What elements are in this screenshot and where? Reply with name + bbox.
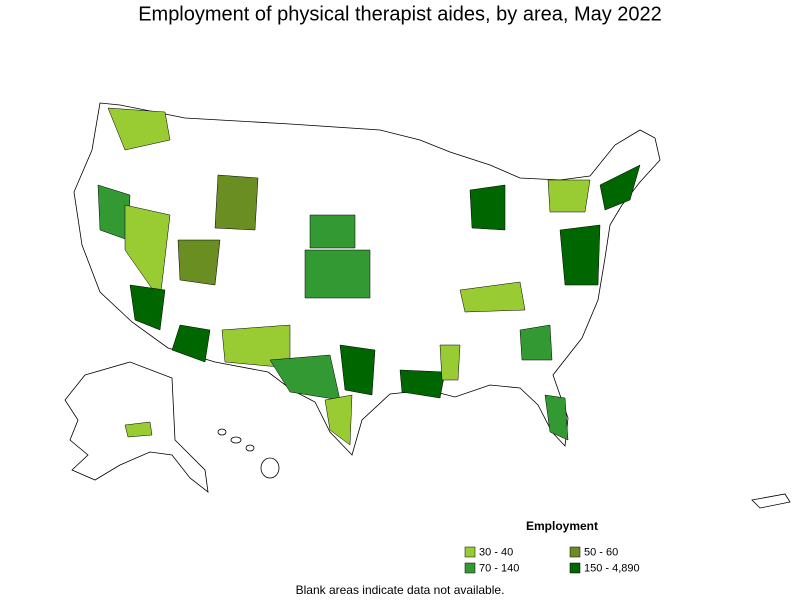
- area: [547, 179, 591, 213]
- area-patches: [97, 107, 641, 446]
- area: [309, 214, 356, 249]
- area: [469, 184, 506, 231]
- legend-label: 50 - 60: [584, 546, 618, 558]
- area: [339, 344, 376, 396]
- legend-swatch: [569, 546, 581, 558]
- base-map: [64, 102, 791, 509]
- area: [214, 174, 259, 231]
- area: [177, 239, 221, 286]
- legend-title: Employment: [526, 519, 598, 533]
- legend-label: 150 - 4,890: [584, 562, 640, 574]
- legend-swatch: [569, 562, 581, 574]
- puerto-rico: [751, 493, 791, 509]
- area: [439, 344, 461, 381]
- legend: 30 - 40 50 - 60 70 - 140 150 - 4,890: [464, 546, 640, 574]
- area: [324, 394, 353, 446]
- area: [107, 107, 171, 151]
- area: [459, 281, 526, 313]
- area: [599, 164, 641, 211]
- area: [304, 249, 371, 299]
- area: [171, 324, 211, 363]
- map-title: Employment of physical therapist aides, …: [138, 3, 662, 25]
- legend-swatch: [464, 562, 476, 574]
- legend-label: 30 - 40: [479, 546, 513, 558]
- area: [124, 421, 153, 438]
- area: [544, 394, 569, 441]
- legend-label: 70 - 140: [479, 562, 519, 574]
- area: [129, 284, 166, 331]
- area: [559, 224, 601, 286]
- footnote: Blank areas indicate data not available.: [296, 583, 505, 597]
- hawaii: [217, 428, 280, 479]
- area: [399, 369, 446, 399]
- legend-swatch: [464, 546, 476, 558]
- area: [519, 324, 553, 361]
